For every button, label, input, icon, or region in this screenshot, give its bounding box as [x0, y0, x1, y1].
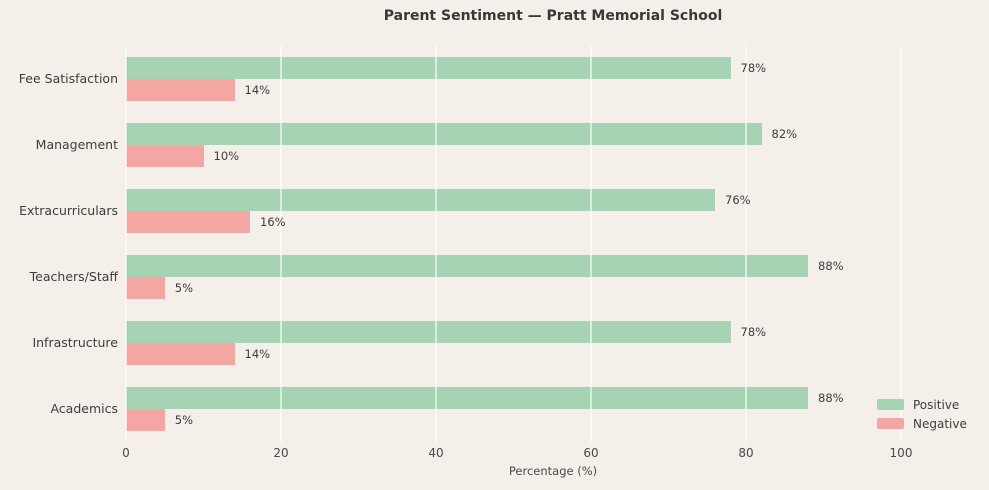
x-tick-label: 20 — [273, 446, 289, 460]
category-label: Infrastructure — [32, 335, 118, 350]
x-tick-label: 60 — [583, 446, 599, 460]
negative-swatch-icon — [877, 418, 904, 429]
positive-bar — [126, 189, 715, 211]
plot-area: 78% 14% 82% 10% 76% 16% 88% 5% 78% 14% 88% 5% — [125, 46, 980, 442]
positive-bar — [126, 321, 731, 343]
gridline-x-80 — [745, 46, 747, 442]
negative-value-label: 5% — [174, 281, 193, 295]
negative-bar — [126, 145, 204, 167]
negative-value-label: 10% — [213, 149, 240, 163]
positive-value-label: 78% — [740, 325, 767, 339]
positive-bar — [126, 387, 808, 409]
gridline-x-0 — [125, 46, 127, 442]
x-tick-label: 0 — [122, 446, 130, 460]
negative-bar — [126, 343, 235, 365]
positive-value-label: 88% — [818, 259, 844, 273]
category-label: Academics — [50, 401, 118, 416]
negative-bar — [126, 79, 235, 101]
positive-value-label: 76% — [725, 193, 751, 207]
legend-item-negative: Negative — [877, 414, 967, 433]
negative-value-label: 16% — [260, 215, 286, 229]
x-tick-label: 100 — [889, 446, 913, 460]
negative-bar — [126, 211, 250, 233]
negative-value-label: 5% — [174, 413, 193, 427]
negative-value-label: 14% — [244, 347, 271, 361]
category-label: Teachers/Staff — [29, 269, 118, 284]
gridline-x-100 — [900, 46, 902, 442]
positive-value-label: 78% — [740, 61, 767, 75]
positive-bar — [126, 123, 762, 145]
category-label: Extracurriculars — [19, 203, 118, 218]
category-label: Management — [35, 137, 118, 152]
legend-label-positive: Positive — [913, 397, 960, 412]
x-axis-label: Percentage (%) — [508, 464, 598, 478]
positive-value-label: 88% — [818, 391, 844, 405]
legend-item-positive: Positive — [877, 395, 967, 414]
category-label: Fee Satisfaction — [18, 71, 118, 86]
x-tick-label: 80 — [738, 446, 754, 460]
x-tick-label: 40 — [428, 446, 444, 460]
negative-bar — [126, 409, 165, 431]
positive-swatch-icon — [877, 399, 904, 410]
positive-bar — [126, 255, 808, 277]
positive-bar — [126, 57, 731, 79]
legend-label-negative: Negative — [913, 416, 967, 431]
gridline-x-60 — [590, 46, 592, 442]
negative-value-label: 14% — [244, 83, 271, 97]
chart-title: Parent Sentiment — Pratt Memorial School — [383, 8, 723, 24]
gridline-x-20 — [280, 46, 282, 442]
negative-bar — [126, 277, 165, 299]
gridline-x-40 — [435, 46, 437, 442]
legend: Positive Negative — [877, 395, 967, 433]
positive-value-label: 82% — [771, 127, 798, 141]
